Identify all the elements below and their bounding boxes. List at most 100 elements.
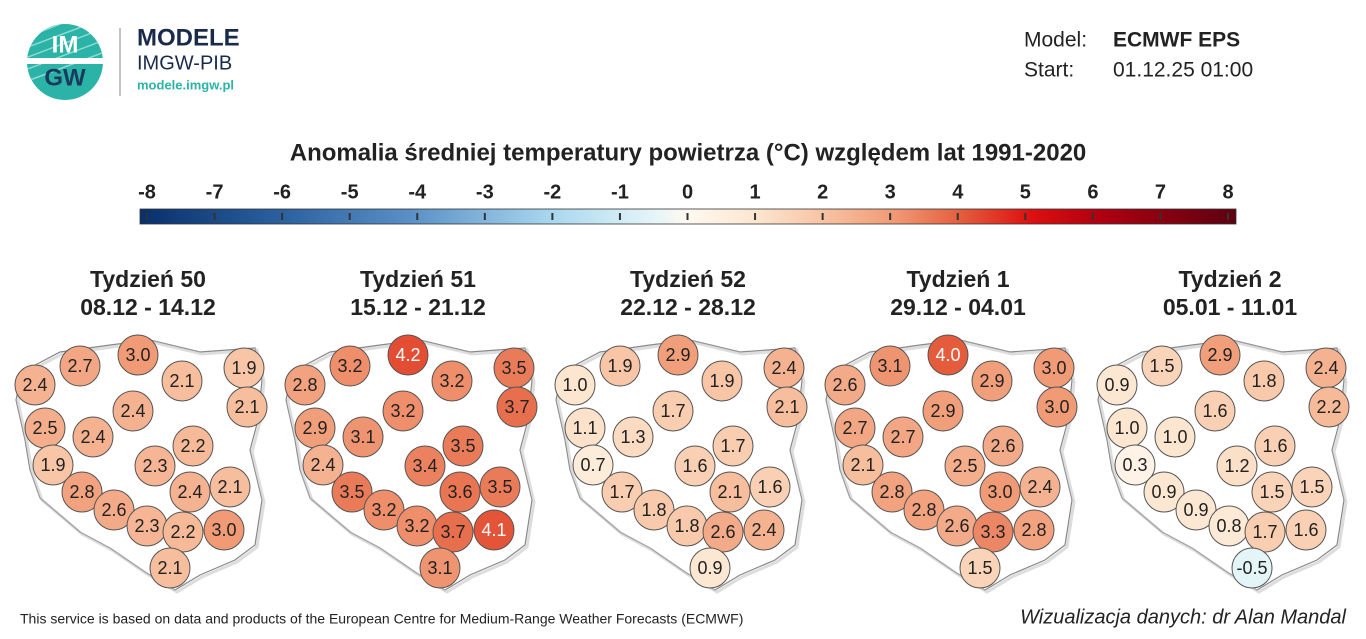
tick-label: 2	[817, 181, 828, 203]
region-value: 3.1	[427, 558, 452, 578]
region-value: 0.9	[697, 558, 722, 578]
region-value: 4.0	[935, 345, 960, 365]
region-marker	[652, 390, 694, 432]
region-marker	[712, 425, 754, 467]
region-marker	[1244, 511, 1286, 553]
region-marker	[1114, 444, 1156, 486]
map-dates: 22.12 - 28.12	[620, 294, 756, 320]
region-marker	[404, 445, 446, 487]
region-value: -0.5	[1236, 558, 1267, 578]
tick-label: -7	[206, 181, 224, 203]
region-value: 0.3	[1122, 455, 1147, 475]
region-marker	[1019, 466, 1061, 508]
region-value: 2.5	[952, 456, 977, 476]
region-value: 1.9	[40, 455, 65, 475]
region-value: 2.3	[142, 456, 167, 476]
region-marker	[161, 360, 203, 402]
tick-label: 3	[885, 181, 896, 203]
region-value: 1.0	[562, 375, 587, 395]
region-marker	[824, 364, 866, 406]
region-value: 1.5	[1259, 482, 1284, 502]
region-marker	[766, 386, 808, 428]
region-value: 2.3	[134, 516, 159, 536]
region-marker	[1175, 489, 1217, 531]
region-marker	[14, 364, 56, 406]
region-marker	[882, 416, 924, 458]
region-value: 2.4	[177, 482, 202, 502]
region-value: 2.8	[292, 375, 317, 395]
region-value: 2.4	[751, 520, 776, 540]
region-marker	[162, 511, 204, 553]
region-marker	[172, 425, 214, 467]
region-marker	[169, 471, 211, 513]
region-marker	[927, 334, 969, 376]
region-value: 2.1	[157, 558, 182, 578]
region-value: 2.6	[944, 516, 969, 536]
region-marker	[1036, 386, 1078, 428]
region-marker	[612, 416, 654, 458]
region-marker	[342, 416, 384, 458]
region-value: 1.6	[1262, 436, 1287, 456]
start-label: Start:	[1024, 59, 1074, 82]
region-value: 2.7	[842, 418, 867, 438]
region-value: 3.0	[987, 482, 1012, 502]
region-marker	[134, 445, 176, 487]
org: IMGW-PIB	[137, 52, 232, 74]
region-value: 1.8	[674, 516, 699, 536]
region-value: 4.1	[481, 520, 506, 540]
region-value: 2.4	[22, 375, 47, 395]
region-marker	[657, 334, 699, 376]
region-marker	[329, 345, 371, 387]
region-marker	[1285, 509, 1327, 551]
logo: IM GW	[27, 24, 103, 100]
region-value: 2.5	[32, 418, 57, 438]
model-label: Model:	[1024, 29, 1087, 52]
tick-label: 8	[1222, 181, 1233, 203]
region-marker	[1291, 466, 1333, 508]
region-marker	[971, 360, 1013, 402]
region-value: 1.0	[1162, 427, 1187, 447]
map-title: Tydzień 51	[360, 266, 476, 292]
region-value: 3.7	[504, 397, 529, 417]
region-value: 1.6	[1202, 401, 1227, 421]
region-marker	[1254, 425, 1296, 467]
region-value: 1.7	[609, 482, 634, 502]
region-value: 2.4	[310, 455, 335, 475]
region-value: 1.8	[1251, 371, 1276, 391]
tick-label: -1	[611, 181, 629, 203]
region-marker	[702, 511, 744, 553]
region-value: 2.6	[710, 522, 735, 542]
region-value: 3.5	[501, 358, 526, 378]
region-marker	[496, 386, 538, 428]
region-marker	[382, 390, 424, 432]
tick-label: 1	[750, 181, 761, 203]
region-marker	[479, 466, 521, 508]
region-value: 2.7	[890, 427, 915, 447]
region-value: 3.0	[1044, 397, 1069, 417]
region-marker	[743, 509, 785, 551]
region-value: 2.2	[170, 522, 195, 542]
region-value: 3.6	[447, 482, 472, 502]
region-value: 3.3	[980, 522, 1005, 542]
region-marker	[674, 445, 716, 487]
region-value: 2.7	[67, 356, 92, 376]
region-marker	[944, 445, 986, 487]
region-marker	[1013, 509, 1055, 551]
map-dates: 29.12 - 04.01	[890, 294, 1026, 320]
region-marker	[209, 466, 251, 508]
model: ECMWF EPS	[1113, 29, 1240, 52]
region-marker	[59, 345, 101, 387]
region-value: 0.8	[1216, 516, 1241, 536]
region-marker	[869, 345, 911, 387]
region-value: 3.5	[450, 436, 475, 456]
region-marker	[572, 444, 614, 486]
region-value: 2.4	[80, 427, 105, 447]
map-title: Tydzień 50	[90, 266, 206, 292]
region-marker	[442, 425, 484, 467]
region-value: 3.5	[339, 482, 364, 502]
region-value: 3.0	[125, 345, 150, 365]
map: Tydzień 205.01 - 11.01 0.9 1.5 2.9 1.8 2.4 1.6…	[1096, 266, 1350, 594]
region-marker	[1243, 360, 1285, 402]
